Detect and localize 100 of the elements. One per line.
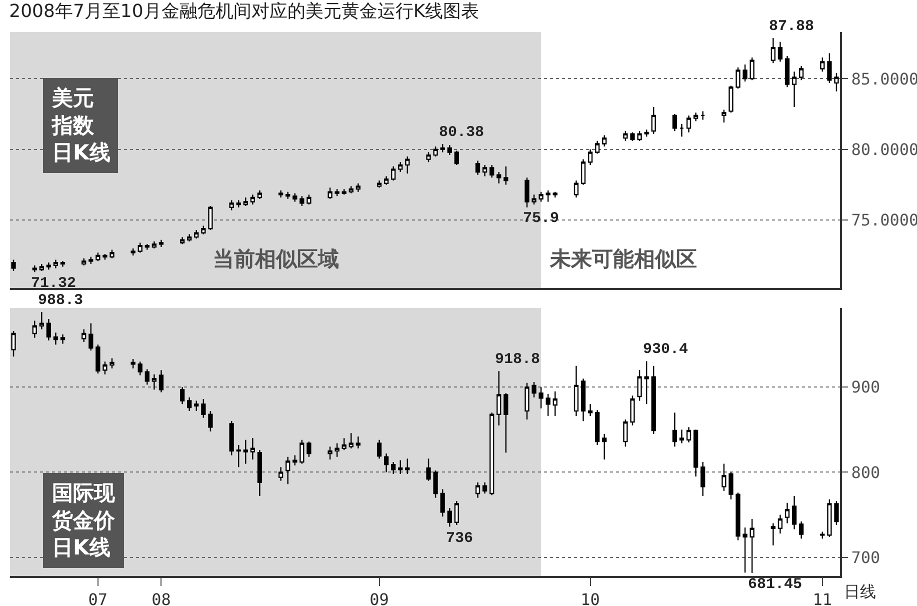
x-tick-label: 08	[152, 590, 171, 606]
candlestick	[552, 191, 558, 198]
candlestick	[728, 472, 734, 500]
annotation: 未来可能相似区	[549, 247, 697, 271]
candlestick	[475, 482, 480, 498]
candlestick	[742, 64, 748, 82]
candlestick	[144, 368, 150, 386]
x-tick-label: 09	[370, 590, 389, 606]
candlestick	[138, 242, 142, 254]
candlestick	[736, 492, 740, 541]
x-tick-label: 10	[580, 590, 600, 606]
candlestick	[574, 365, 579, 417]
candlestick	[630, 132, 635, 142]
candlestick	[130, 248, 136, 256]
candlestick	[158, 239, 164, 248]
candlestick	[88, 322, 94, 352]
candlestick	[11, 330, 16, 358]
text: 美元指数日K线	[51, 86, 110, 165]
candlestick	[243, 196, 248, 207]
candlestick	[651, 106, 656, 134]
candlestick	[433, 470, 438, 498]
candlestick	[447, 507, 452, 528]
candlestick	[286, 191, 290, 200]
candlestick	[356, 182, 360, 192]
candlestick	[524, 382, 530, 420]
candlestick	[348, 186, 354, 194]
candlestick	[588, 148, 593, 166]
candlestick	[187, 396, 192, 412]
x-tick-label: 07	[88, 590, 108, 606]
candlestick	[722, 463, 726, 492]
candlestick	[827, 52, 832, 84]
candlestick	[580, 158, 586, 186]
candlestick	[440, 488, 445, 518]
candlestick	[750, 56, 754, 81]
candlestick	[602, 433, 607, 460]
candlestick	[827, 498, 832, 538]
candlestick	[574, 180, 579, 198]
candlestick	[426, 152, 431, 163]
candlestick	[208, 205, 213, 231]
candlestick	[292, 192, 298, 202]
candlestick	[278, 466, 284, 482]
candlestick	[11, 259, 16, 272]
candlestick	[391, 166, 396, 182]
candlestick	[490, 164, 494, 178]
candlestick	[728, 85, 734, 114]
candlestick	[820, 56, 825, 72]
candlestick	[405, 156, 410, 174]
candlestick	[750, 518, 754, 574]
candlestick	[722, 109, 726, 124]
candlestick	[32, 264, 37, 273]
candlestick	[376, 180, 382, 188]
candlestick	[278, 190, 284, 198]
candlestick	[524, 177, 530, 208]
candlestick	[39, 263, 44, 272]
candlestick	[644, 128, 649, 138]
candlestick	[623, 418, 628, 448]
candlestick	[482, 164, 488, 177]
candlestick	[384, 176, 389, 186]
candlestick	[138, 361, 142, 376]
candlestick	[693, 112, 698, 122]
candlestick	[679, 429, 684, 444]
annotation: 681.45	[748, 576, 802, 593]
candlestick	[292, 454, 298, 466]
candlestick	[180, 386, 185, 405]
y-tick-label: 700	[851, 548, 880, 567]
candlestick	[672, 412, 678, 448]
candlestick	[158, 370, 164, 393]
candlestick	[798, 65, 804, 81]
candlestick	[405, 458, 410, 474]
candlestick	[504, 392, 508, 454]
candlestick	[778, 41, 783, 62]
candlestick	[637, 130, 642, 142]
candlestick	[152, 374, 157, 390]
annotation: 918.8	[495, 351, 540, 368]
candlestick	[546, 190, 550, 202]
text: 国际现货金价日K线	[51, 481, 116, 560]
candlestick	[328, 186, 332, 200]
candlestick	[229, 200, 234, 211]
candlestick	[342, 188, 346, 196]
candlestick	[257, 190, 262, 200]
candlestick	[440, 143, 445, 153]
annotation: 736	[446, 530, 474, 547]
candlestick	[834, 72, 839, 92]
candlestick	[376, 439, 382, 460]
candlestick	[300, 195, 304, 207]
candlestick	[229, 420, 234, 456]
candlestick	[532, 381, 536, 398]
annotation: 930.4	[643, 341, 688, 358]
candlestick	[792, 495, 797, 530]
candlestick	[834, 500, 839, 526]
candlestick	[384, 452, 389, 473]
candlestick	[792, 71, 797, 108]
candlestick	[334, 188, 340, 197]
candlestick	[700, 110, 706, 120]
candlestick	[250, 438, 255, 460]
y-tick-label: 900	[851, 378, 880, 397]
candlestick	[82, 258, 86, 266]
candlestick	[496, 171, 502, 184]
candlestick	[102, 361, 108, 375]
candlestick	[538, 191, 544, 202]
